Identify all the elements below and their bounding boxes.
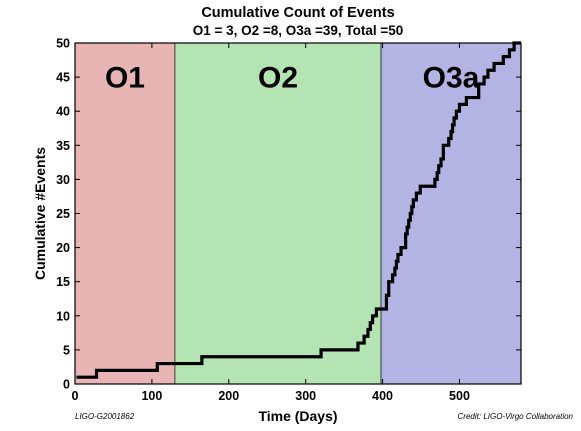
x-tick-label: 500 [449,389,470,403]
chart-subtitle: O1 = 3, O2 =8, O3a =39, Total =50 [193,23,404,38]
y-tick-label: 40 [56,105,70,119]
y-axis-ticks: 0 5 10 15 20 25 30 35 40 45 50 [56,37,521,392]
x-tick-label: 300 [295,389,316,403]
x-tick-label: 100 [141,389,162,403]
region-label-o1: O1 [105,61,145,94]
x-tick-label: 200 [218,389,239,403]
y-axis-label: Cumulative #Events [32,147,48,280]
chart-title: Cumulative Count of Events [201,5,394,21]
y-tick-label: 20 [56,241,70,255]
y-tick-label: 5 [63,343,70,357]
x-tick-label: 0 [72,389,79,403]
observing-run-labels: O1 O2 O3a [105,61,480,94]
cumulative-count-line [76,41,521,379]
region-label-o3a: O3a [423,61,480,94]
y-tick-label: 10 [56,309,70,323]
y-tick-label: 25 [56,207,70,221]
y-tick-label: 15 [56,275,70,289]
credit-line: Credit: LIGO-Virgo Collaboration [458,412,574,421]
document-id: LIGO-G2001862 [75,412,135,421]
region-o1 [74,42,176,385]
x-tick-label: 400 [372,389,393,403]
region-o2 [174,42,382,385]
y-tick-label: 0 [63,378,70,392]
x-axis-ticks: 0 100 200 300 400 500 [72,43,470,403]
y-tick-label: 35 [56,139,70,153]
y-tick-label: 50 [56,37,70,51]
region-label-o2: O2 [258,61,298,94]
series-layer [76,41,521,379]
y-tick-label: 45 [56,71,70,85]
y-tick-label: 30 [56,173,70,187]
x-axis-label: Time (Days) [258,408,337,424]
